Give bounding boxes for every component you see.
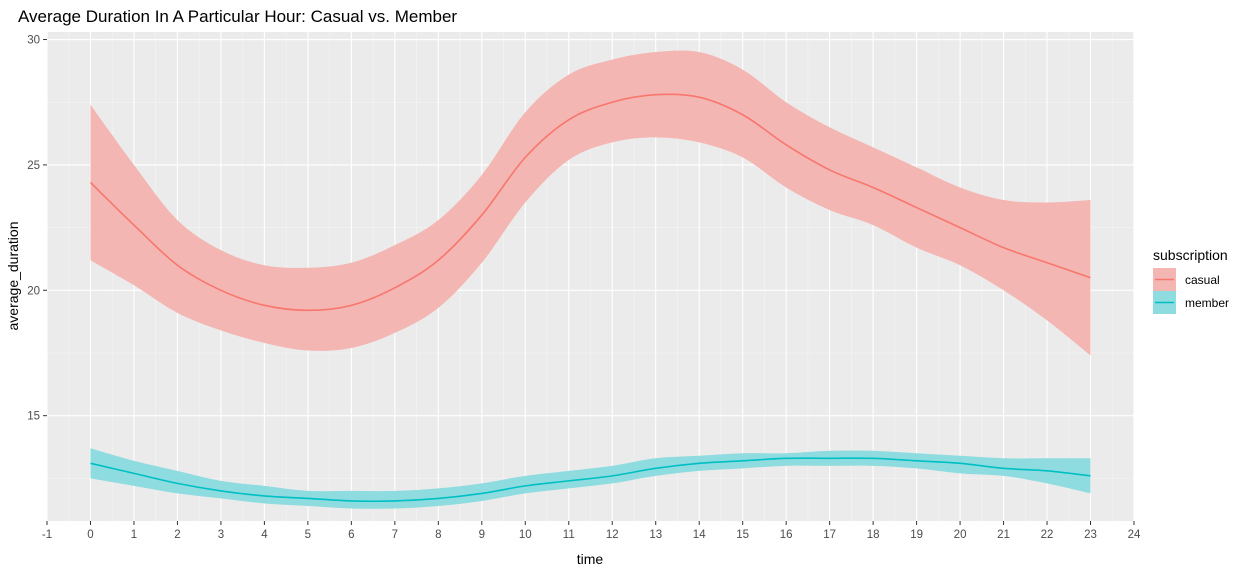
x-tick-label: 16 (780, 529, 793, 541)
x-tick-label: 24 (1128, 529, 1141, 541)
chart-title: Average Duration In A Particular Hour: C… (18, 7, 457, 26)
x-tick-label: 13 (649, 529, 662, 541)
x-tick-label: 0 (87, 529, 93, 541)
x-tick-label: 3 (218, 529, 224, 541)
x-axis-ticks: -1 0 1 2 3 4 5 6 7 8 9 10 11 12 13 14 15 16 17 18 19 20 21 22 23… (42, 521, 1141, 541)
x-tick-label: 20 (954, 529, 967, 541)
member-line (90, 457, 1091, 503)
x-tick-label: 17 (823, 529, 836, 541)
casual-line (89, 93, 1091, 312)
legend-label-casual: casual (1185, 273, 1220, 287)
legend: subscription casual member (1153, 247, 1229, 314)
x-tick-label: 1 (131, 529, 137, 541)
x-tick-label: 14 (693, 529, 706, 541)
casual-confidence-band (90, 50, 1091, 356)
x-tick-label: 9 (479, 529, 485, 541)
x-tick-label: 7 (392, 529, 398, 541)
x-tick-label: 21 (997, 529, 1010, 541)
x-tick-label: -1 (42, 529, 52, 541)
x-tick-label: 15 (736, 529, 749, 541)
y-tick-label: 15 (27, 411, 40, 423)
y-axis-title: average_duration (5, 222, 21, 331)
x-tick-label: 11 (563, 529, 575, 541)
x-tick-label: 4 (261, 529, 268, 541)
x-tick-label: 22 (1041, 529, 1054, 541)
y-tick-label: 20 (27, 285, 40, 297)
y-axis-ticks: 15 20 25 30 (27, 35, 47, 423)
x-tick-label: 6 (348, 529, 354, 541)
x-tick-label: 10 (519, 529, 532, 541)
x-tick-label: 2 (174, 529, 180, 541)
legend-label-member: member (1185, 296, 1229, 310)
legend-title: subscription (1153, 247, 1228, 263)
series-lines (89, 93, 1091, 503)
y-tick-label: 25 (27, 160, 40, 172)
x-tick-label: 19 (910, 529, 923, 541)
x-tick-label: 23 (1084, 529, 1097, 541)
x-axis-title: time (577, 551, 604, 567)
x-tick-label: 8 (435, 529, 441, 541)
y-tick-label: 30 (27, 35, 40, 47)
x-tick-label: 5 (305, 529, 311, 541)
x-tick-label: 18 (867, 529, 880, 541)
x-tick-label: 12 (606, 529, 619, 541)
